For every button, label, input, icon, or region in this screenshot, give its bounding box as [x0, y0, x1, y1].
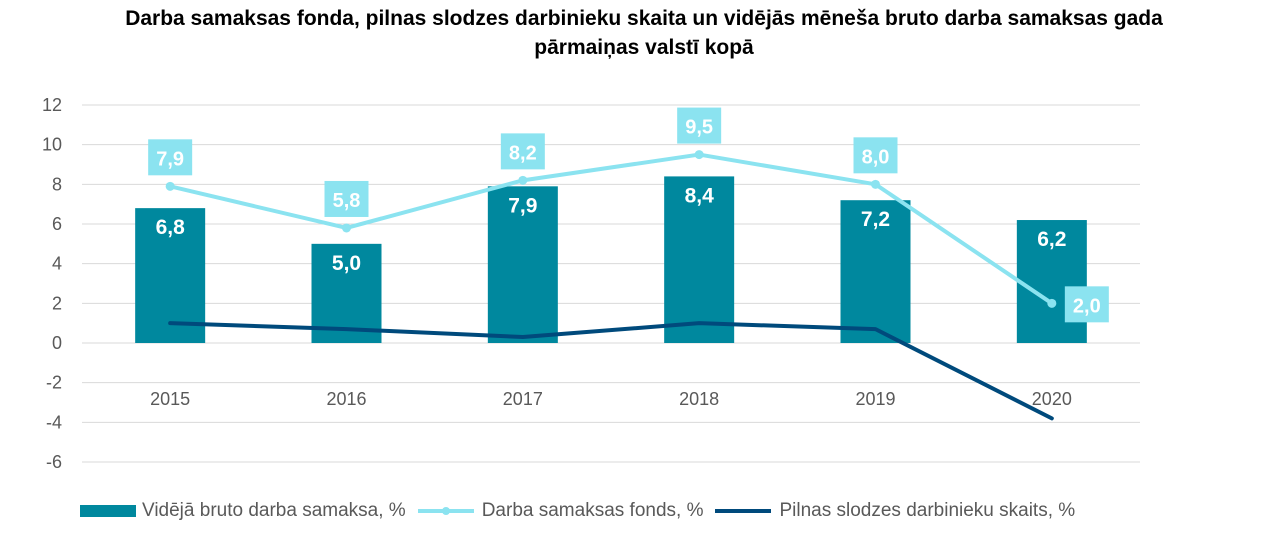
x-tick-label: 2015 [150, 389, 190, 409]
fund-data-label-box [148, 139, 193, 176]
fund-data-label-box [500, 133, 545, 170]
x-tick-label: 2018 [679, 389, 719, 409]
bar [487, 186, 558, 343]
fund-data-label-box [1064, 286, 1109, 323]
legend-swatch-line-dark [715, 509, 772, 513]
legend-label-wages: Vidējā bruto darba samaksa, % [142, 500, 406, 521]
y-tick-label: -2 [46, 373, 62, 393]
y-tick-label: -6 [46, 452, 62, 472]
y-tick-label: 0 [52, 333, 62, 353]
series-point-fund [1047, 298, 1057, 308]
y-tick-label: -4 [46, 412, 62, 432]
fund-data-label-box [853, 137, 898, 174]
x-tick-label: 2016 [326, 389, 366, 409]
bar-data-label: 6,8 [156, 216, 186, 239]
series-point-fund [342, 223, 351, 233]
legend-label-employees: Pilnas slodzes darbinieku skaits, % [779, 500, 1076, 521]
fund-data-label-box [677, 107, 722, 144]
x-tick-label: 2017 [503, 389, 543, 409]
series-point-fund [694, 150, 704, 160]
bar-data-label: 5,0 [332, 252, 361, 275]
series-line-fund [168, 152, 1054, 306]
fund-data-label-box [324, 180, 369, 217]
legend-item-employees: Pilnas slodzes darbinieku skaits, % [713, 500, 1075, 522]
fund-data-label: 8,2 [509, 142, 537, 164]
x-tick-label: 2019 [855, 389, 895, 409]
series-point-fund [165, 181, 175, 191]
series-line-employees [168, 321, 1054, 421]
bar [840, 200, 911, 343]
y-tick-label: 2 [52, 293, 62, 313]
legend-item-wages: Vidējā bruto darba samaksa, % [80, 500, 406, 522]
legend-item-fund: Darba samaksas fonds, % [416, 500, 704, 522]
y-tick-label: 4 [52, 254, 62, 274]
chart-title-line-1: Darba samaksas fonda, pilnas slodzes dar… [125, 7, 1163, 30]
series-point-fund [871, 179, 880, 189]
y-tick-label: 12 [42, 95, 62, 115]
bar [1016, 220, 1087, 343]
y-tick-label: 8 [52, 174, 62, 194]
legend-label-fund: Darba samaksas fonds, % [481, 500, 704, 521]
y-tick-label: 10 [42, 135, 62, 155]
legend-swatch-line-light [417, 507, 474, 515]
bar-data-label: 7,9 [508, 194, 537, 217]
x-tick-label: 2020 [1032, 389, 1072, 409]
bar-data-label: 7,2 [861, 208, 890, 231]
fund-data-label: 8,0 [862, 146, 890, 168]
fund-data-label: 2,0 [1073, 295, 1101, 317]
chart-legend: Vidējā bruto darba samaksa, % Darba sama… [80, 496, 1085, 526]
bar [135, 208, 206, 343]
legend-swatch-bar [80, 505, 136, 517]
fund-data-label: 7,9 [156, 148, 184, 170]
bar [664, 176, 735, 343]
fund-data-label: 9,5 [685, 117, 713, 139]
chart-title: Darba samaksas fonda, pilnas slodzes dar… [0, 4, 1288, 62]
chart-title-line-2: pārmaiņas valstī kopā [534, 36, 754, 59]
bar-data-label: 6,2 [1037, 228, 1066, 251]
y-tick-label: 6 [52, 214, 62, 234]
series-point-fund [518, 175, 528, 185]
bar-data-label: 8,4 [685, 184, 715, 207]
fund-data-label: 5,8 [333, 190, 361, 212]
